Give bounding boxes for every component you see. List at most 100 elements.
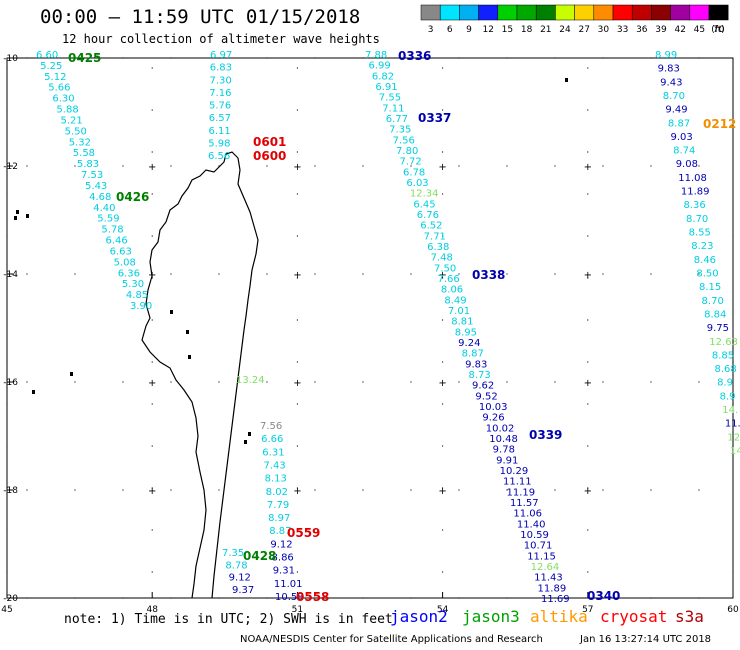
grid-dot (587, 151, 589, 153)
wave-height-value: 5.76 (209, 101, 231, 112)
wave-height-value: 7.71 (424, 231, 446, 242)
island (565, 78, 568, 82)
wave-height-value: 10.71 (524, 541, 553, 552)
grid-dot (650, 489, 652, 491)
wave-height-value: 11.40 (517, 519, 546, 530)
grid-dot (6, 445, 8, 447)
note-text: note: 1) Time is in UTC; 2) SWH is in fe… (64, 612, 393, 627)
grid-dot (698, 597, 700, 599)
wave-height-value: 7.01 (448, 306, 470, 317)
wave-height-value: 5.59 (97, 214, 119, 225)
grid-dot (6, 109, 8, 111)
wave-height-value: 9.24 (458, 338, 480, 349)
wave-height-value: 6.03 (406, 178, 428, 189)
grid-dot (587, 571, 589, 573)
colorbar-tick-label: 42 (674, 25, 685, 35)
grid-dot (732, 319, 734, 321)
colorbar-tick-label: 33 (617, 25, 628, 35)
wave-height-value: 8.15 (699, 282, 721, 293)
wave-height-value: 5.12 (44, 72, 66, 83)
wave-height-value: 8.70 (686, 214, 708, 225)
grid-marker: + (148, 162, 156, 173)
wave-height-value: 8.13 (265, 474, 287, 485)
island (32, 390, 35, 394)
wave-height-value: 5.66 (48, 83, 70, 94)
wave-height-value: 10.02 (486, 423, 515, 434)
grid-dot (442, 319, 444, 321)
lat-tick-label: -10 (3, 54, 18, 64)
grid-dot (698, 165, 700, 167)
wave-height-value: 12. (727, 432, 740, 443)
grid-dot (170, 597, 172, 599)
wave-height-value: 6.52 (420, 221, 442, 232)
grid-dot (732, 67, 734, 69)
wave-height-value: 6.11 (209, 126, 231, 137)
pass-time-label: 0559 (287, 526, 320, 540)
grid-dot (266, 597, 268, 599)
wave-height-value: 8.85 (712, 350, 734, 361)
wave-height-value: 11. (725, 419, 740, 430)
grid-dot (458, 381, 460, 383)
grid-dot (506, 597, 508, 599)
wave-height-value: 8.81 (451, 317, 473, 328)
lat-tick-label: -16 (3, 378, 18, 388)
grid-dot (266, 489, 268, 491)
island (170, 310, 173, 314)
grid-dot (732, 445, 734, 447)
grid-dot (602, 597, 604, 599)
wave-height-value: 6.57 (209, 113, 231, 124)
wave-height-value: 11.89 (681, 187, 710, 198)
wave-height-value: 7.66 (437, 274, 459, 285)
wave-height-value: 3.90 (130, 301, 152, 312)
grid-marker: + (438, 378, 446, 389)
wave-height-value: 6.46 (105, 236, 127, 247)
lon-tick-label: 60 (727, 605, 739, 615)
grid-marker: + (293, 162, 301, 173)
colorbar-swatch (708, 4, 729, 21)
wave-height-value: 7.88 (365, 50, 387, 61)
grid-dot (587, 235, 589, 237)
grid-dot (314, 57, 316, 59)
grid-dot (587, 445, 589, 447)
wave-height-value: 13.24 (236, 375, 265, 386)
grid-marker: + (438, 270, 446, 281)
wave-height-value: 11.08 (678, 173, 707, 184)
grid-dot (151, 529, 153, 531)
pass-time-label: 0338 (472, 268, 505, 282)
grid-dot (74, 381, 76, 383)
map-frame (6, 57, 734, 599)
wave-height-value: 6.30 (52, 94, 74, 105)
wave-height-value: 8.06 (441, 285, 463, 296)
grid-dot (26, 381, 28, 383)
wave-height-value: 6.76 (417, 210, 439, 221)
pass-time-label: 0425 (68, 51, 101, 65)
grid-dot (296, 529, 298, 531)
lat-tick-label: -14 (3, 270, 18, 280)
grid-dot (732, 487, 734, 489)
grid-dot (732, 361, 734, 363)
wave-height-value: 7.11 (382, 103, 404, 114)
wave-height-value: 6.99 (368, 61, 390, 72)
wave-height-value: 8.74 (673, 146, 695, 157)
wave-height-value: 11.57 (510, 498, 539, 509)
wave-height-value: 5.78 (101, 225, 123, 236)
grid-dot (151, 487, 153, 489)
grid-dot (6, 277, 8, 279)
wave-height-value: 11.06 (513, 509, 542, 520)
grid-dot (506, 273, 508, 275)
colorbar-tick-label: 3 (428, 25, 434, 35)
grid-dot (170, 273, 172, 275)
grid-dot (587, 277, 589, 279)
grid-dot (458, 57, 460, 59)
grid-marker: + (584, 270, 592, 281)
wave-height-value: 5.21 (61, 115, 83, 126)
lon-tick-label: 51 (292, 605, 303, 615)
grid-dot (698, 381, 700, 383)
colorbar-tick-label: 21 (540, 25, 551, 35)
wave-height-value: 7.53 (81, 170, 103, 181)
grid-dot (122, 489, 124, 491)
lon-tick-label: 45 (1, 605, 12, 615)
grid-dot (650, 273, 652, 275)
wave-height-value: 11.01 (274, 579, 303, 590)
colorbar-tick-label: 70 (713, 25, 725, 35)
